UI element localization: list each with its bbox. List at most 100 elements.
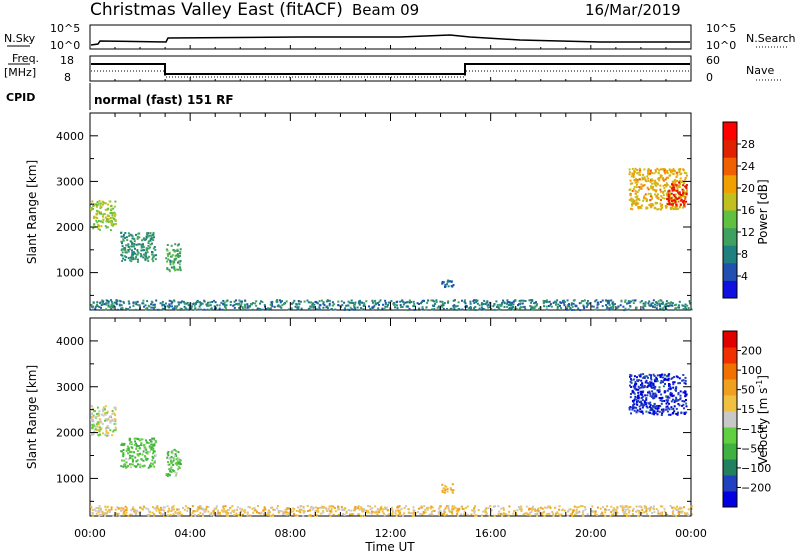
echo-cell (522, 299, 525, 302)
echo-cell (651, 406, 654, 409)
echo-cell (631, 208, 634, 211)
echo-cell (685, 411, 688, 414)
echo-cell (168, 457, 171, 460)
echo-cell (293, 508, 296, 511)
echo-cell (220, 509, 223, 512)
echo-cell (529, 511, 531, 514)
echo-cell (659, 188, 662, 191)
echo-cell (647, 391, 649, 394)
echo-cell (466, 513, 469, 516)
echo-cell (323, 304, 326, 307)
echo-cell (434, 303, 437, 305)
echo-cell (120, 506, 123, 509)
echo-cell (668, 408, 671, 411)
echo-cell (633, 185, 636, 188)
echo-cell (145, 249, 148, 252)
echo-cell (406, 309, 409, 312)
echo-cell (671, 187, 673, 190)
echo-cell (450, 488, 452, 491)
echo-cell (435, 300, 438, 303)
echo-cell (147, 514, 150, 517)
echo-cell (583, 307, 586, 310)
echo-cell (561, 508, 564, 511)
echo-cell (643, 184, 646, 186)
echo-cell (657, 177, 660, 180)
echo-cell (345, 510, 348, 513)
echo-cell (614, 303, 616, 306)
echo-cell (632, 404, 634, 407)
echo-cell (683, 381, 686, 384)
echo-cell (398, 513, 401, 516)
echo-cell (555, 303, 557, 306)
echo-cell (656, 374, 659, 377)
echo-cell (660, 393, 663, 396)
echo-cell (105, 419, 108, 422)
echo-cell (684, 513, 687, 516)
echo-cell (134, 440, 136, 443)
echo-cell (192, 302, 195, 305)
echo-cell (239, 510, 242, 513)
echo-cell (689, 300, 692, 303)
echo-cell (137, 454, 140, 457)
echo-cell (231, 509, 234, 512)
echo-cell (174, 254, 177, 257)
echo-cell (672, 394, 675, 397)
echo-cell (168, 270, 171, 273)
echo-cell (332, 513, 335, 516)
echo-cell (411, 515, 414, 517)
echo-cell (287, 507, 290, 510)
echo-cell (463, 301, 466, 303)
echo-cell (638, 410, 641, 413)
echo-cell (523, 305, 526, 308)
echo-cell (425, 507, 428, 510)
echo-cell (645, 506, 647, 508)
echo-cell (522, 306, 525, 309)
echo-cell (400, 507, 403, 510)
echo-cell (255, 304, 258, 307)
echo-cell (649, 172, 651, 175)
echo-cell (299, 511, 302, 514)
echo-cell (575, 305, 578, 308)
echo-cell (662, 309, 665, 311)
echo-cell (583, 506, 586, 509)
echo-cell (248, 506, 251, 509)
echo-cell (624, 307, 627, 310)
echo-cell (442, 512, 445, 515)
echo-cell (125, 449, 128, 452)
echo-cell (480, 306, 483, 309)
echo-cell (626, 505, 629, 508)
echo-cell (661, 410, 664, 413)
echo-cell (419, 512, 422, 515)
echo-cell (98, 421, 101, 424)
echo-cell (356, 306, 359, 309)
echo-cell (140, 442, 143, 445)
echo-cell (654, 412, 657, 414)
echo-cell (669, 393, 672, 396)
echo-cell (294, 305, 297, 308)
echo-cell (649, 170, 652, 173)
echo-cell (682, 403, 685, 406)
echo-cell (322, 302, 325, 305)
echo-cell (571, 305, 574, 308)
echo-cell (670, 198, 673, 201)
echo-cell (543, 305, 546, 308)
echo-cell (622, 506, 625, 509)
echo-cell (676, 171, 679, 174)
echo-cell (267, 307, 270, 310)
echo-cell (542, 302, 545, 305)
echo-cell (642, 412, 644, 415)
colorbar-segment (723, 192, 737, 211)
echo-cell (139, 466, 142, 469)
echo-cell (140, 249, 143, 252)
echo-cell (113, 212, 116, 215)
echo-cell (188, 308, 191, 310)
echo-cell (136, 453, 139, 456)
echo-cell (149, 243, 152, 246)
echo-cell (127, 257, 130, 260)
echo-cell (129, 513, 132, 516)
echo-cell (647, 192, 650, 195)
echo-cell (661, 178, 664, 181)
echo-cell (132, 244, 135, 247)
echo-cell (690, 513, 693, 516)
